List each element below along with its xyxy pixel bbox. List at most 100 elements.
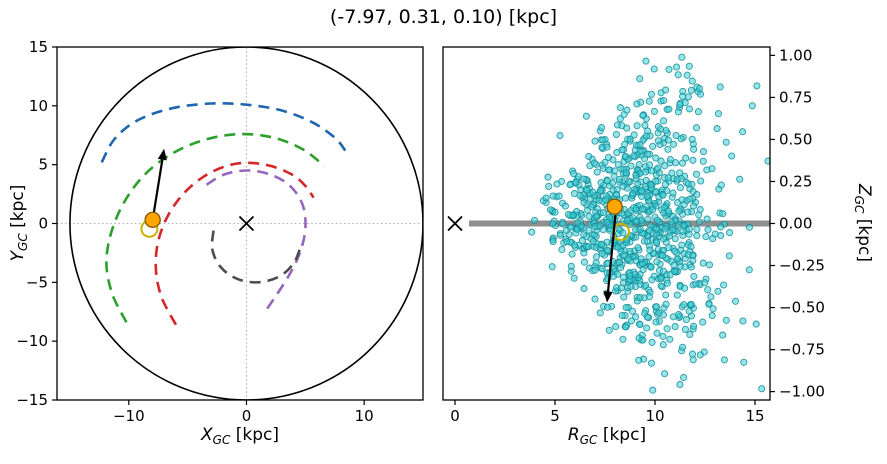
star-point [636, 147, 644, 155]
star-point [632, 171, 640, 179]
star-point [549, 192, 557, 200]
axis-label-var: Y [8, 250, 28, 262]
star-point [633, 217, 641, 225]
y-tick-label: 0 [38, 215, 48, 233]
galactic-center-marker [238, 215, 255, 232]
star-point [764, 157, 770, 165]
star-point [650, 107, 658, 115]
star-point [605, 213, 614, 221]
y-tick-label: 15 [29, 38, 48, 56]
star-point [693, 225, 701, 233]
star-point [648, 338, 656, 346]
star-point [556, 231, 564, 239]
star-point [695, 218, 703, 226]
star-point [658, 251, 667, 260]
star-point [758, 385, 766, 393]
star-point [647, 90, 656, 98]
star-point [663, 279, 671, 287]
star-point [673, 291, 681, 299]
star-point [645, 97, 653, 105]
star-point [661, 225, 669, 233]
star-point [667, 218, 675, 226]
star-point [572, 178, 580, 186]
star-point [652, 177, 660, 185]
star-point [643, 313, 651, 321]
star-point [682, 316, 690, 324]
star-point [675, 207, 683, 215]
star-point [688, 77, 696, 85]
star-point [617, 284, 625, 292]
star-point [739, 40, 745, 46]
star-point [752, 320, 760, 328]
star-point [655, 309, 663, 317]
star-point [615, 225, 623, 233]
star-point [644, 237, 652, 245]
star-point [571, 241, 579, 249]
spiral-arm-gray [210, 230, 302, 284]
star-point [636, 140, 644, 149]
star-point [716, 83, 724, 91]
axis-label-unit: [kpc] [597, 425, 647, 445]
star-point [599, 136, 607, 144]
star-point [666, 155, 674, 164]
star-point [688, 350, 697, 358]
star-point [652, 225, 660, 233]
star-point [669, 140, 678, 148]
star-point [644, 127, 652, 135]
x-tick-label: −10 [113, 407, 145, 425]
star-point [619, 182, 627, 190]
x-tick-label: 10 [645, 407, 664, 425]
star-point [563, 238, 571, 246]
star-point [626, 247, 634, 255]
star-point [618, 311, 626, 320]
star-point [676, 184, 684, 192]
star-point [720, 356, 728, 364]
star-point [680, 222, 688, 230]
star-point [596, 309, 604, 317]
star-point [528, 228, 536, 236]
star-point [740, 358, 748, 366]
star-point [676, 380, 684, 389]
axis-label-unit: [kpc] [230, 425, 279, 445]
star-point [775, 275, 781, 281]
star-point [548, 263, 556, 271]
star-point [681, 284, 689, 292]
star-point [606, 226, 614, 234]
star-point [731, 297, 740, 305]
star-point [591, 266, 599, 274]
star-point [649, 142, 657, 150]
star-point [598, 265, 606, 273]
star-point [627, 317, 635, 325]
star-point [632, 204, 640, 213]
star-point [587, 203, 595, 211]
star-point [666, 335, 674, 343]
star-point [570, 274, 578, 282]
star-point [679, 343, 687, 351]
star-point [736, 175, 744, 183]
star-point [568, 250, 576, 258]
star-point [687, 86, 695, 94]
star-point [643, 324, 651, 332]
star-point [666, 271, 674, 279]
star-point [661, 370, 669, 378]
y-tick-label: −10 [16, 332, 48, 350]
star-point [690, 322, 698, 330]
star-point [687, 243, 695, 251]
star-point [664, 174, 672, 182]
star-point [580, 285, 588, 293]
star-point [578, 237, 586, 245]
star-point [697, 177, 705, 185]
star-point [699, 259, 707, 267]
star-point [672, 34, 678, 40]
star-point [684, 251, 692, 259]
star-point [657, 157, 665, 165]
star-point [676, 100, 684, 109]
star-point [648, 276, 656, 284]
star-point [726, 229, 734, 237]
star-point [577, 222, 585, 230]
star-point [652, 154, 660, 162]
star-point [714, 110, 723, 118]
star-point [580, 249, 588, 257]
spiral-arm-red [154, 161, 315, 326]
